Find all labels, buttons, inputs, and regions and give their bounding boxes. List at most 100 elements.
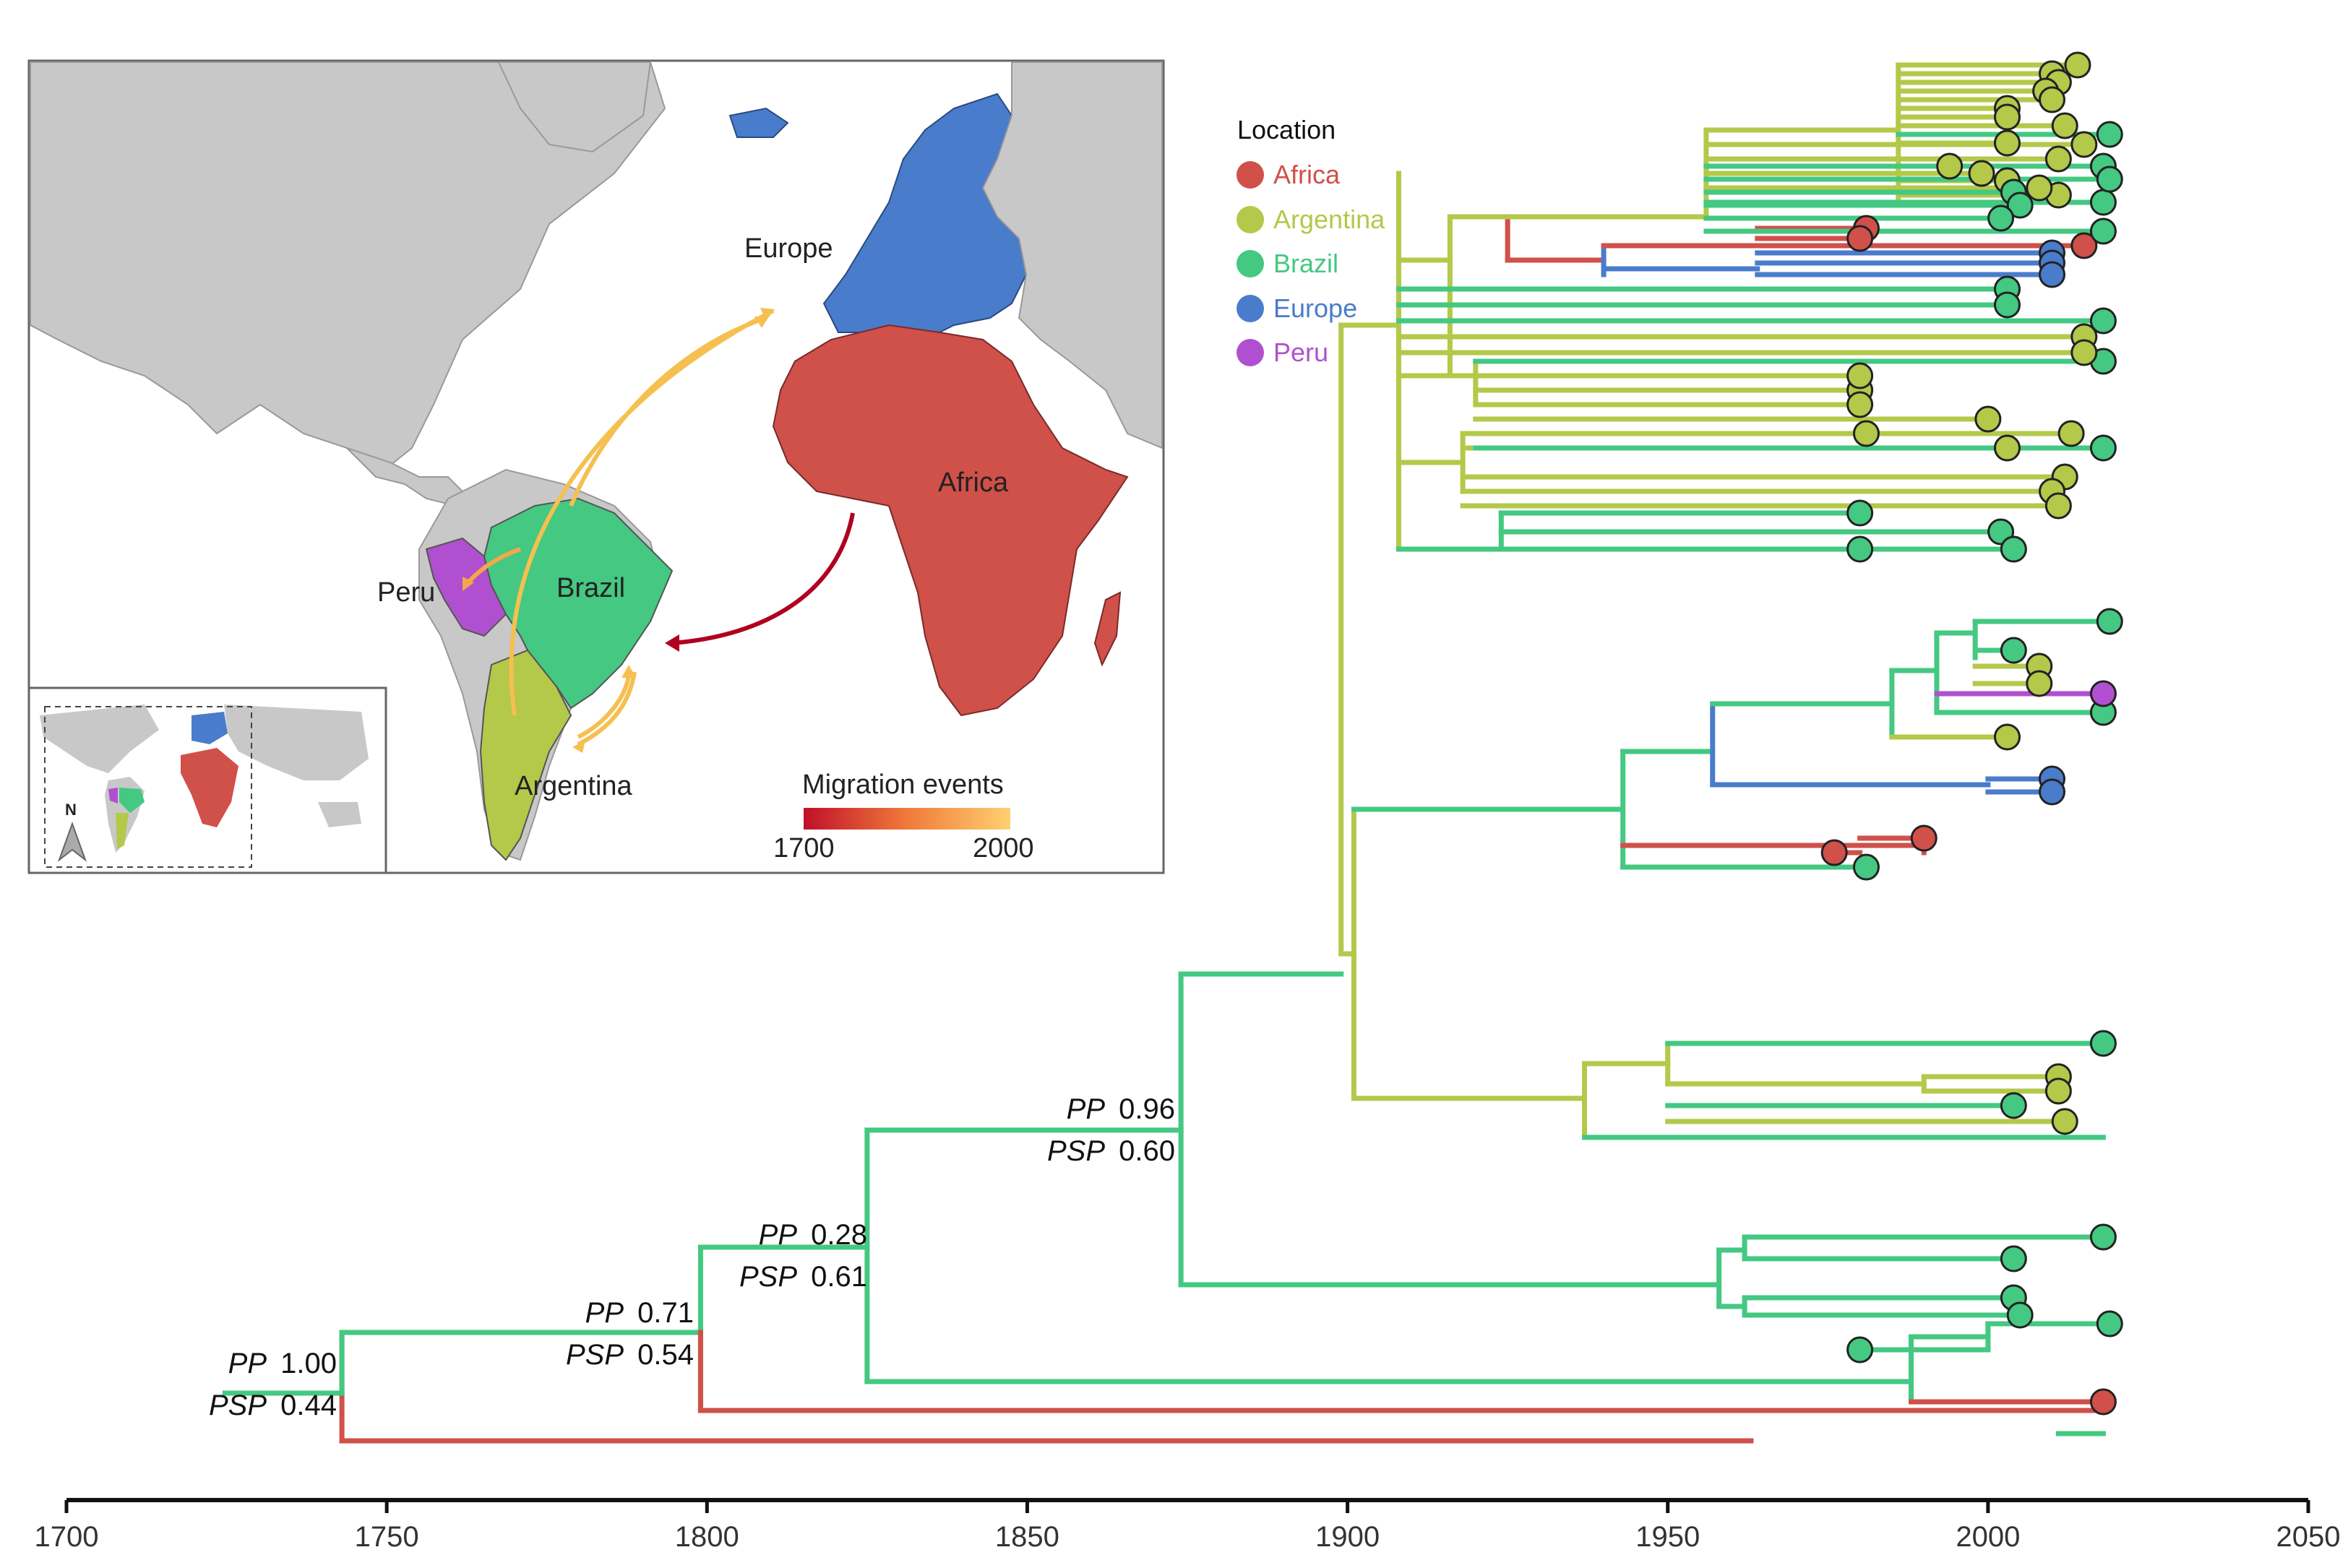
tree-tip-europe <box>2038 261 2065 288</box>
inset-focus-box <box>44 706 252 868</box>
legend-label-europe: Europe <box>1273 293 1357 323</box>
tree-tip-argentina <box>2026 670 2053 697</box>
tree-tip-argentina <box>2051 112 2078 139</box>
tree-tip-brazil <box>2006 191 2034 219</box>
inset-africa <box>181 748 238 827</box>
eurasia-landmass <box>981 61 1163 449</box>
tree-tip-argentina <box>2057 420 2085 447</box>
tree-tip-africa <box>2089 1388 2117 1416</box>
tree-tip-brazil <box>1987 204 2015 232</box>
inset-north-america <box>40 705 159 773</box>
pp-label-3: PP <box>1067 1093 1106 1125</box>
tree-tip-brazil <box>1852 853 1880 881</box>
tree-tip-brazil <box>1846 1336 1874 1364</box>
greenland-landmass <box>497 61 652 153</box>
arrowhead-africa-brazil <box>665 634 679 652</box>
axis-tick-label-1700: 1700 <box>35 1521 99 1553</box>
tree-tip-argentina <box>1993 103 2021 131</box>
tree-tip-brazil <box>2000 1092 2027 1119</box>
support-psp-1874: PSP 0.60 <box>1047 1135 1175 1167</box>
legend-label-brazil: Brazil <box>1273 249 1338 278</box>
tree-tip-brazil <box>1846 535 1874 563</box>
tree-tip-brazil <box>2089 217 2117 245</box>
support-pp-1799: PP 0.71 <box>585 1297 694 1329</box>
map-label-africa: Africa <box>938 468 1009 498</box>
inset-australia <box>318 802 361 827</box>
axis-tick-label-2050: 2050 <box>2276 1521 2341 1553</box>
madagascar-region <box>1093 591 1122 667</box>
tree-tip-brazil <box>2096 1310 2123 1337</box>
legend-item-argentina: Argentina <box>1237 204 1385 234</box>
tree-tip-argentina <box>2070 131 2098 158</box>
support-labels: PP 1.00 PSP 0.44 PP 0.71 PSP 0.54 PP 0.2… <box>209 1093 1175 1421</box>
legend-item-brazil: Brazil <box>1237 249 1338 278</box>
migration-scale-min: 1700 <box>773 833 835 863</box>
legend-label-peru: Peru <box>1273 337 1328 367</box>
arrowhead-brazil <box>622 665 636 678</box>
tree-tip-argentina <box>2038 86 2065 113</box>
axis-tick-label-1900: 1900 <box>1315 1521 1380 1553</box>
inset-brazil <box>119 788 145 813</box>
psp-label-2: PSP <box>739 1261 797 1293</box>
legend-label-africa: Africa <box>1273 160 1341 189</box>
psp-label-3: PSP <box>1047 1135 1105 1167</box>
map-label-argentina: Argentina <box>515 771 633 801</box>
axis-tick-label-1800: 1800 <box>675 1521 739 1553</box>
tree-tip-argentina <box>2044 1077 2072 1105</box>
support-pp-1874: PP 0.96 <box>1067 1093 1175 1125</box>
tree-tip-brazil <box>2089 1030 2117 1057</box>
arrow-brazil-to-europe <box>569 316 767 507</box>
tree-branches <box>222 62 2112 1444</box>
arrow-argentina-to-europe <box>509 309 775 716</box>
tree-tip-argentina <box>1846 362 1874 389</box>
pp-value-1: 0.71 <box>637 1297 694 1329</box>
tree-tip-argentina <box>2070 339 2098 366</box>
tree-tip-africa <box>2070 232 2098 259</box>
tree-tip-brazil <box>2089 434 2117 462</box>
tree-tip-brazil <box>2096 608 2123 635</box>
arrow-africa-to-brazil <box>671 512 855 645</box>
pp-value-0: 1.00 <box>280 1348 337 1379</box>
inset-peru <box>108 788 118 804</box>
tree-tip-argentina <box>1974 405 2002 433</box>
tree-tip-brazil <box>2089 307 2117 335</box>
axis-tick-label-1850: 1850 <box>995 1521 1059 1553</box>
pp-label-1: PP <box>585 1297 624 1329</box>
migration-scale-max: 2000 <box>973 833 1034 863</box>
pp-label-2: PP <box>759 1219 798 1251</box>
legend-title: Location <box>1237 115 1336 145</box>
map-label-europe: Europe <box>744 233 833 264</box>
axis-tick-label-1750: 1750 <box>355 1521 419 1553</box>
map-label-peru: Peru <box>377 577 435 608</box>
tree-tip-brazil <box>2006 1301 2034 1329</box>
inset-argentina <box>116 813 129 849</box>
iceland-region <box>728 107 789 138</box>
tree-tip-argentina <box>2064 51 2091 79</box>
legend-item-europe: Europe <box>1237 293 1357 323</box>
arrowhead-argentina <box>572 740 585 753</box>
north-label: N <box>65 801 77 819</box>
tree-tip-brazil <box>2089 1223 2117 1251</box>
legend-swatch-peru <box>1237 339 1264 366</box>
legend-swatch-europe <box>1237 295 1264 322</box>
migration-arrowheads <box>463 308 775 753</box>
psp-label-0: PSP <box>209 1390 267 1421</box>
arrowhead-peru <box>463 577 474 591</box>
tree-tip-brazil <box>2096 121 2123 148</box>
support-psp-1799: PSP 0.54 <box>566 1339 694 1371</box>
legend-item-peru: Peru <box>1237 337 1328 367</box>
tree-tip-argentina <box>2026 174 2053 202</box>
pp-value-2: 0.28 <box>811 1219 867 1251</box>
tree-tip-argentina <box>1968 160 1995 187</box>
arrow-brazil-to-argentina <box>577 671 637 746</box>
tree-tip-brazil <box>2000 637 2027 664</box>
tree-tip-argentina <box>1993 723 2021 751</box>
psp-label-1: PSP <box>566 1339 624 1371</box>
legend-swatch-brazil <box>1237 250 1264 277</box>
tree-tip-africa <box>1846 225 1874 252</box>
pp-label-0: PP <box>228 1348 267 1379</box>
migration-colorbar <box>804 808 1010 830</box>
africa-region <box>772 324 1129 717</box>
tree-tip-argentina <box>2044 145 2072 173</box>
